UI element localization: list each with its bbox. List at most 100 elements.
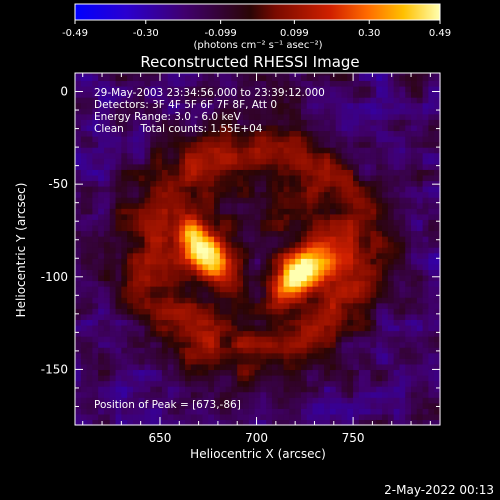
- heatmap-cell: [364, 391, 372, 398]
- heatmap-cell: [156, 80, 163, 87]
- heatmap-cell: [202, 224, 209, 232]
- heatmap-cell: [92, 336, 99, 343]
- heatmap-cell: [289, 202, 296, 209]
- heatmap-cell: [422, 374, 430, 382]
- heatmap-cell: [185, 202, 192, 209]
- heatmap-cell: [75, 369, 82, 376]
- heatmap-cell: [387, 363, 395, 371]
- heatmap-cell: [434, 402, 441, 409]
- heatmap-cell: [382, 236, 389, 243]
- heatmap-cell: [214, 152, 221, 159]
- heatmap-cell: [179, 397, 186, 404]
- heatmap-cell: [411, 186, 418, 193]
- heatmap-cell: [353, 108, 360, 115]
- heatmap-cell: [196, 174, 204, 182]
- heatmap-cell: [312, 102, 319, 109]
- heatmap-cell: [92, 224, 99, 232]
- heatmap-cell: [219, 135, 227, 143]
- heatmap-cell: [422, 297, 430, 304]
- heatmap-cell: [98, 224, 105, 232]
- heatmap-cell: [185, 341, 192, 348]
- heatmap-cell: [121, 291, 128, 298]
- heatmap-cell: [382, 258, 389, 265]
- heatmap-cell: [306, 369, 314, 376]
- heatmap-cell: [138, 197, 146, 204]
- heatmap-cell: [109, 352, 117, 359]
- heatmap-cell: [271, 313, 279, 320]
- heatmap-cell: [353, 369, 360, 376]
- heatmap-cell: [312, 158, 319, 165]
- heatmap-cell: [109, 141, 117, 148]
- heatmap-cell: [208, 163, 215, 170]
- heatmap-cell: [335, 258, 343, 265]
- heatmap-cell: [80, 263, 88, 270]
- heatmap-cell: [156, 369, 163, 376]
- heatmap-cell: [75, 391, 82, 398]
- heatmap-cell: [306, 241, 314, 248]
- heatmap-cell: [243, 269, 250, 276]
- heatmap-cell: [103, 269, 111, 276]
- heatmap-cell: [98, 208, 105, 215]
- heatmap-cell: [179, 413, 186, 421]
- heatmap-cell: [196, 236, 204, 243]
- heatmap-cell: [161, 280, 169, 287]
- heatmap-cell: [358, 174, 366, 182]
- heatmap-cell: [260, 313, 267, 320]
- heatmap-cell: [260, 80, 267, 87]
- heatmap-cell: [156, 302, 163, 309]
- heatmap-cell: [86, 197, 93, 204]
- heatmap-cell: [376, 74, 383, 82]
- heatmap-cell: [364, 85, 372, 93]
- heatmap-cell: [75, 180, 82, 187]
- heatmap-cell: [283, 336, 290, 343]
- heatmap-cell: [329, 174, 337, 182]
- heatmap-cell: [277, 352, 285, 359]
- colorbar-tick-label: 0.49: [429, 28, 451, 39]
- heatmap-cell: [208, 341, 215, 348]
- heatmap-cell: [138, 163, 146, 170]
- heatmap-cell: [167, 358, 175, 365]
- heatmap-cell: [347, 247, 354, 254]
- heatmap-cell: [109, 158, 117, 165]
- heatmap-cell: [86, 419, 93, 426]
- heatmap-cell: [335, 141, 343, 148]
- heatmap-cell: [190, 324, 198, 332]
- heatmap-cell: [190, 374, 198, 382]
- heatmap-cell: [179, 269, 186, 276]
- heatmap-cell: [347, 336, 354, 343]
- heatmap-cell: [109, 363, 117, 371]
- heatmap-cell: [80, 236, 88, 243]
- heatmap-cell: [243, 280, 250, 287]
- heatmap-cell: [405, 313, 412, 320]
- heatmap-cell: [208, 336, 215, 343]
- heatmap-cell: [115, 202, 122, 209]
- heatmap-cell: [335, 269, 343, 276]
- heatmap-cell: [318, 319, 325, 326]
- heatmap-cell: [399, 130, 406, 137]
- heatmap-cell: [271, 258, 279, 265]
- heatmap-cell: [150, 380, 157, 387]
- heatmap-cell: [190, 119, 198, 126]
- heatmap-cell: [231, 191, 238, 198]
- heatmap-cell: [190, 113, 198, 120]
- heatmap-cell: [277, 152, 285, 159]
- heatmap-cell: [179, 174, 186, 182]
- heatmap-cell: [353, 336, 360, 343]
- heatmap-cell: [306, 352, 314, 359]
- heatmap-cell: [103, 108, 111, 115]
- heatmap-cell: [92, 202, 99, 209]
- heatmap-cell: [277, 313, 285, 320]
- heatmap-cell: [167, 124, 175, 132]
- heatmap-cell: [335, 352, 343, 359]
- heatmap-cell: [353, 102, 360, 109]
- heatmap-cell: [260, 380, 267, 387]
- heatmap-cell: [179, 141, 186, 148]
- heatmap-cell: [167, 169, 175, 176]
- heatmap-cell: [364, 74, 372, 82]
- heatmap-cell: [219, 147, 227, 154]
- heatmap-cell: [144, 130, 151, 137]
- heatmap-cell: [347, 158, 354, 165]
- heatmap-cell: [196, 186, 204, 193]
- heatmap-cell: [335, 219, 343, 226]
- heatmap-cell: [295, 163, 302, 170]
